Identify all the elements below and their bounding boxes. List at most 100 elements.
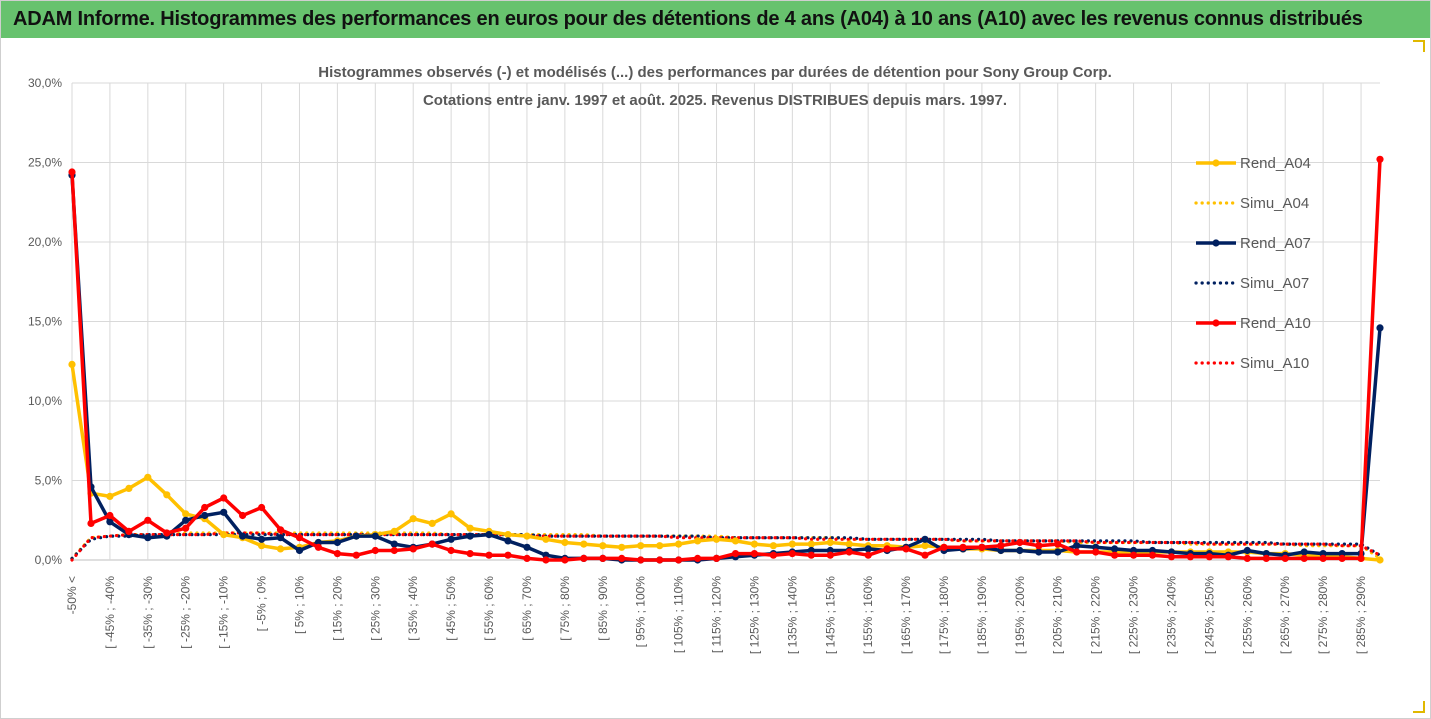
data-point-Rend_A07	[485, 531, 493, 539]
data-point-Rend_A07	[295, 546, 304, 555]
data-point-Rend_A07	[523, 543, 531, 551]
data-point-Rend_A10	[276, 526, 285, 534]
y-tick-label: 5,0%	[35, 474, 63, 488]
x-tick-label: [ 65% ; 70%	[520, 576, 534, 641]
data-point-Rend_A04	[561, 538, 569, 547]
legend-item-Rend_A10: Rend_A10	[1196, 315, 1311, 332]
x-tick-label: [ 265% ; 270%	[1278, 576, 1292, 654]
x-tick-label: [ -45% ; -40%	[103, 576, 117, 649]
data-point-Rend_A04	[580, 540, 588, 548]
data-point-Rend_A10	[959, 543, 967, 551]
data-point-Rend_A07	[239, 532, 247, 540]
data-point-Rend_A07	[106, 518, 114, 526]
x-tick-label: [ 275% ; 280%	[1316, 576, 1330, 654]
data-point-Rend_A10	[807, 551, 815, 559]
data-point-Rend_A10	[314, 543, 322, 551]
series-line-Rend_A04	[70, 364, 1381, 562]
x-tick-label: [ 195% ; 200%	[1013, 576, 1027, 654]
data-point-Rend_A07	[144, 534, 152, 542]
x-tick-label: [ 165% ; 170%	[899, 576, 913, 654]
data-point-Rend_A10	[1243, 554, 1251, 563]
data-point-Rend_A04	[637, 542, 645, 550]
data-point-Rend_A10	[1035, 542, 1043, 550]
data-point-Rend_A10	[1167, 553, 1176, 561]
legend-item-Rend_A07: Rend_A07	[1196, 235, 1311, 252]
data-point-Rend_A10	[390, 546, 398, 555]
data-point-Rend_A10	[68, 168, 76, 176]
data-point-Rend_A04	[675, 540, 683, 548]
data-point-Rend_A07	[201, 511, 209, 520]
data-point-Rend_A10	[580, 554, 588, 563]
x-tick-label: [ -15% ; -10%	[217, 576, 231, 649]
data-point-Rend_A10	[1357, 554, 1365, 563]
x-tick-label: [ 125% ; 130%	[747, 576, 761, 654]
data-point-Rend_A04	[618, 543, 626, 551]
series-line-Rend_A07	[70, 175, 1382, 562]
data-point-Rend_A07	[220, 508, 228, 516]
x-tick-label: [ 35% ; 40%	[406, 576, 420, 641]
data-point-Rend_A10	[1376, 155, 1384, 163]
data-point-Rend_A07	[1376, 324, 1384, 332]
data-point-Rend_A10	[466, 550, 474, 558]
data-point-Rend_A10	[694, 554, 702, 563]
data-point-Rend_A04	[712, 535, 721, 543]
data-point-Rend_A10	[1148, 551, 1157, 559]
x-tick-label: [ 225% ; 230%	[1127, 576, 1141, 654]
chart-title: Histogrammes observés (-) et modélisés (…	[318, 64, 1112, 81]
data-point-Rend_A04	[276, 545, 285, 553]
data-point-Rend_A07	[1111, 545, 1119, 553]
data-point-Rend_A10	[921, 551, 929, 559]
data-point-Rend_A04	[220, 531, 228, 539]
data-point-Rend_A10	[561, 556, 569, 564]
y-tick-label: 10,0%	[28, 394, 62, 408]
data-point-Rend_A07	[182, 516, 190, 524]
y-tick-label: 0,0%	[35, 553, 63, 567]
data-point-Rend_A10	[447, 546, 455, 555]
legend-label: Rend_A10	[1240, 315, 1311, 332]
data-point-Rend_A10	[902, 545, 910, 553]
x-tick-label: [ 5% ; 10%	[292, 576, 306, 634]
x-axis-ticks: -50% < [ -45% ; -40% [ -35% ; -30% [ -25% ;…	[65, 576, 1368, 654]
data-point-Rend_A10	[997, 542, 1005, 550]
data-point-Rend_A10	[1281, 554, 1289, 563]
data-point-Rend_A10	[599, 554, 607, 563]
x-tick-label: [ 145% ; 150%	[823, 576, 837, 654]
data-point-Rend_A10	[333, 550, 341, 558]
data-point-Rend_A04	[125, 484, 133, 492]
data-point-Rend_A10	[845, 548, 853, 556]
legend-marker	[1212, 239, 1220, 247]
data-point-Rend_A10	[523, 554, 531, 563]
legend-item-Rend_A04: Rend_A04	[1196, 155, 1311, 172]
series-Rend_A07	[68, 171, 1384, 564]
data-point-Rend_A10	[864, 551, 872, 559]
data-point-Rend_A07	[1073, 542, 1081, 550]
y-tick-label: 30,0%	[28, 76, 62, 90]
data-point-Rend_A10	[750, 550, 759, 558]
legend-item-Simu_A07: Simu_A07	[1194, 275, 1309, 292]
data-point-Rend_A10	[220, 494, 228, 502]
data-point-Rend_A10	[788, 550, 796, 558]
data-point-Rend_A04	[258, 542, 266, 550]
data-point-Rend_A10	[144, 516, 152, 524]
data-point-Rend_A10	[656, 556, 664, 564]
data-point-Rend_A10	[940, 543, 948, 551]
data-point-Rend_A10	[182, 524, 190, 532]
data-point-Rend_A10	[1092, 548, 1100, 556]
data-point-Rend_A07	[1016, 546, 1024, 555]
data-point-Rend_A04	[656, 542, 664, 550]
data-point-Rend_A04	[694, 537, 702, 545]
legend-label: Simu_A07	[1240, 275, 1309, 292]
data-point-Rend_A07	[1054, 548, 1062, 556]
data-point-Rend_A07	[466, 532, 474, 540]
data-point-Rend_A04	[599, 542, 607, 550]
data-point-Rend_A04	[769, 542, 778, 550]
data-point-Rend_A04	[504, 531, 512, 539]
data-point-Rend_A10	[1016, 538, 1024, 547]
data-point-Rend_A04	[921, 542, 929, 550]
data-point-Rend_A07	[447, 535, 455, 543]
x-tick-label: [ 135% ; 140%	[785, 576, 799, 654]
data-point-Rend_A04	[428, 519, 436, 528]
data-point-Rend_A10	[1111, 551, 1119, 559]
